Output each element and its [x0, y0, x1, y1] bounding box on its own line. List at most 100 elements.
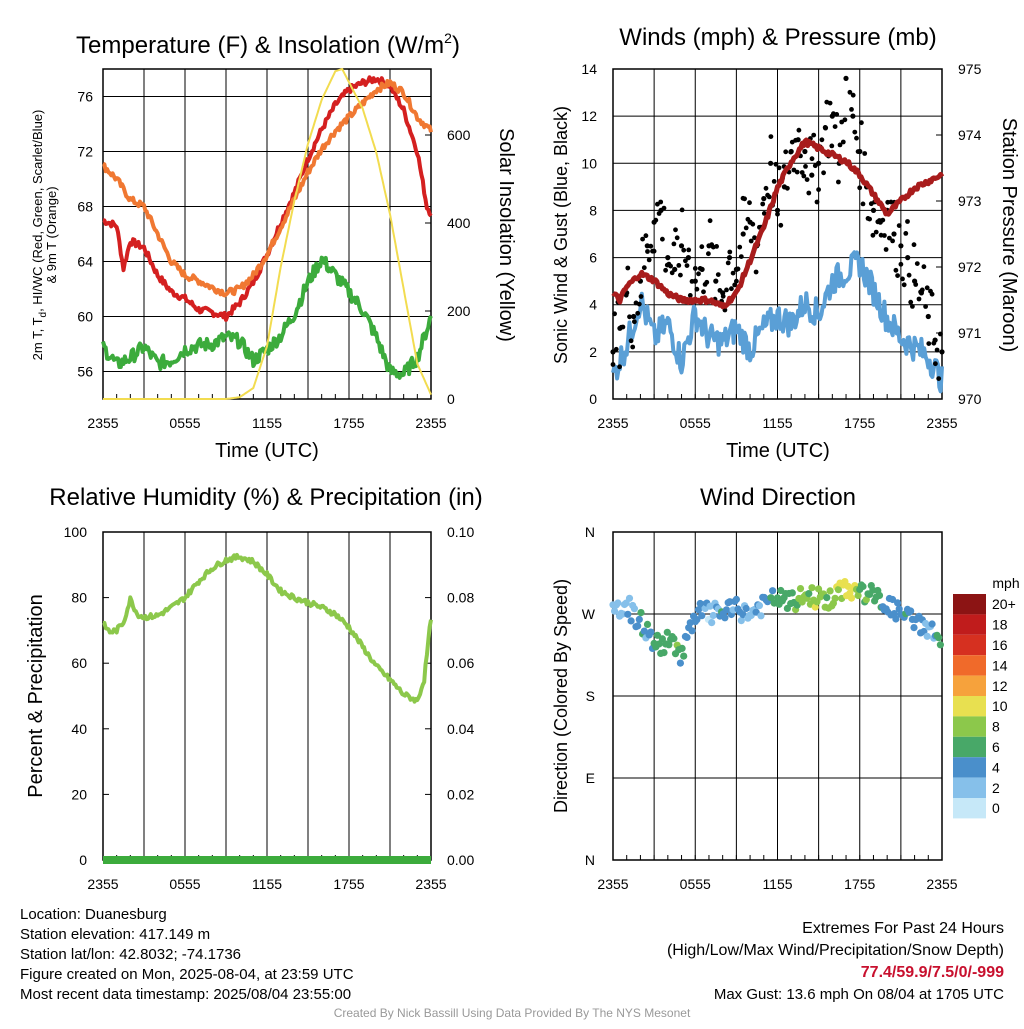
direction-point: [894, 599, 902, 607]
wind-y2-tick-label: 974: [958, 127, 982, 143]
direction-point: [755, 602, 764, 610]
gust-point: [766, 194, 772, 200]
direction-point: [826, 587, 834, 595]
direction-point: [637, 609, 645, 617]
direction-point: [769, 587, 777, 595]
dir-panel-title: Wind Direction: [700, 484, 856, 511]
gust-point: [730, 270, 736, 276]
rh-y2-tick-label: 0.04: [447, 721, 474, 737]
rh-x-tick-label: 1755: [333, 876, 364, 892]
gust-point: [932, 337, 938, 343]
extremes-heading: Extremes For Past 24 Hours: [802, 920, 1004, 937]
speed-legend-swatch: [953, 634, 986, 656]
speed-legend-swatch: [953, 675, 986, 696]
gust-point: [651, 219, 657, 225]
speed-legend-label: 8: [992, 719, 1000, 735]
gust-point: [827, 100, 833, 106]
station-location: Location: Duanesburg: [20, 906, 167, 923]
gust-point: [905, 219, 910, 224]
gust-point: [896, 223, 902, 229]
gust-point: [887, 235, 892, 241]
gust-point: [867, 216, 872, 222]
gust-point: [802, 148, 808, 155]
gust-point: [911, 242, 917, 248]
gust-point: [678, 272, 683, 278]
direction-point: [655, 640, 663, 648]
gust-point: [775, 211, 780, 217]
wind-y2-tick-label: 972: [958, 259, 982, 275]
dir-x-tick-label: 0555: [680, 876, 711, 892]
direction-point: [935, 634, 943, 642]
temp-x-axis-label: Time (UTC): [215, 440, 319, 462]
gust-point: [842, 117, 848, 123]
speed-legend-swatch: [953, 736, 986, 758]
temp-series-temp9m: [102, 79, 433, 298]
rh-y-tick-label: 0: [79, 852, 87, 868]
speed-legend-label: 2: [992, 780, 1000, 796]
dir-x-tick-label: 2355: [926, 876, 957, 892]
speed-legend-swatch: [953, 614, 986, 635]
direction-point: [670, 635, 678, 643]
gust-point: [753, 269, 759, 275]
wind-series-wind: [611, 250, 944, 394]
temp-y-tick-label: 60: [77, 309, 93, 325]
direction-point: [928, 620, 936, 628]
gust-point: [725, 260, 731, 266]
wind-panel-title: Winds (mph) & Pressure (mb): [619, 24, 936, 51]
gust-point: [733, 266, 740, 272]
gust-point: [905, 255, 911, 261]
speed-legend-swatch: [953, 777, 986, 798]
gust-point: [726, 255, 733, 261]
gust-point: [768, 160, 774, 166]
gust-point: [908, 299, 914, 305]
speed-legend-label: 16: [992, 637, 1008, 653]
gust-point: [804, 177, 810, 183]
wind-y2-tick-label: 970: [958, 391, 982, 407]
gust-point: [829, 113, 835, 119]
dir-left-axis-label: Direction (Colored By Speed): [551, 579, 571, 813]
gust-point: [794, 169, 800, 175]
gust-point: [803, 164, 808, 169]
gust-point: [898, 261, 904, 267]
gust-point: [882, 233, 887, 238]
gust-point: [651, 248, 657, 254]
temp-left-axis-label: 2m T, Td, HI/WC (Red, Green, Scarlet/Blu…: [30, 110, 49, 361]
temp-x-tick-label: 2355: [415, 415, 446, 431]
gust-point: [883, 247, 889, 252]
gust-point: [771, 179, 777, 184]
gust-point: [627, 314, 632, 320]
direction-point: [788, 589, 796, 597]
rh-y-tick-label: 60: [71, 655, 87, 671]
latest-data-timestamp: Most recent data timestamp: 2025/08/04 2…: [20, 986, 352, 1003]
gust-point: [816, 160, 822, 166]
dir-x-tick-label: 2355: [597, 876, 628, 892]
gust-point: [679, 207, 685, 213]
extremes-legend: (High/Low/Max Wind/Precipitation/Snow De…: [666, 942, 1004, 959]
speed-legend-label: 14: [992, 657, 1008, 673]
gust-point: [727, 249, 733, 255]
dir-y-tick-label: N: [585, 524, 595, 540]
gust-point: [685, 255, 692, 261]
gust-point: [641, 265, 647, 271]
gust-point: [704, 279, 710, 285]
gust-point: [822, 125, 829, 131]
gust-point: [873, 229, 879, 235]
gust-point: [610, 349, 616, 355]
direction-point: [862, 596, 870, 604]
direction-point: [854, 591, 862, 600]
rh-y2-tick-label: 0.06: [447, 655, 474, 671]
rh-y-tick-label: 40: [71, 721, 87, 737]
temp-x-tick-label: 2355: [87, 415, 118, 431]
rh-y2-tick-label: 0.10: [447, 524, 474, 540]
temp-y-tick-label: 76: [77, 89, 93, 105]
gust-point: [768, 134, 774, 140]
gust-point: [683, 258, 688, 264]
gust-point: [781, 184, 788, 190]
gust-point: [860, 201, 866, 207]
gust-point: [929, 291, 935, 297]
wind-y2-tick-label: 975: [958, 61, 982, 77]
direction-point: [611, 607, 619, 615]
direction-point: [767, 594, 775, 602]
gust-point: [747, 200, 752, 206]
gust-point: [706, 243, 712, 249]
